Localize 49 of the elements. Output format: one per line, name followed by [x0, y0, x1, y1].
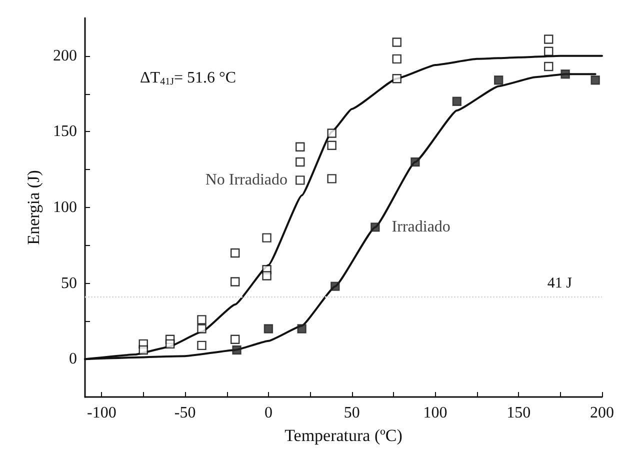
point [264, 324, 274, 334]
point [296, 157, 305, 167]
point [297, 324, 306, 334]
point [197, 315, 206, 324]
point [230, 248, 240, 258]
point [296, 142, 305, 152]
point [327, 140, 336, 150]
series-label: Irradiado [392, 218, 450, 236]
point [452, 96, 462, 106]
point [494, 76, 504, 85]
point [197, 324, 206, 334]
point [296, 176, 305, 185]
ref-line-label: 41 J [547, 275, 572, 292]
point [330, 282, 340, 291]
point [544, 34, 554, 44]
point [262, 233, 272, 242]
x-axis-title: Temperatura (ºC) [284, 426, 402, 445]
x-tick-label: 100 [423, 404, 448, 422]
point [262, 271, 272, 280]
point [392, 54, 402, 64]
x-tick-label: -100 [87, 404, 116, 422]
point [410, 157, 420, 167]
x-tick-label: 200 [590, 404, 614, 422]
point [544, 62, 554, 72]
y-tick-label: 200 [53, 47, 77, 64]
point [232, 345, 242, 355]
y-tick-label: 0 [69, 350, 77, 368]
point [230, 277, 240, 286]
point [197, 340, 206, 350]
x-tick-label: -50 [174, 404, 196, 422]
x-tick-label: 50 [344, 404, 360, 422]
point [327, 128, 336, 138]
y-tick-label: 150 [53, 123, 77, 140]
point [590, 76, 600, 85]
x-tick-label: 0 [264, 404, 272, 422]
point [560, 69, 570, 79]
point [392, 74, 402, 84]
point [230, 334, 240, 344]
y-axis-title: Energia (J) [24, 170, 44, 245]
point [327, 174, 336, 184]
point [165, 339, 175, 349]
series-label: No Irradiado [205, 172, 288, 189]
x-tick-label: 150 [506, 404, 531, 422]
y-tick-label: 100 [53, 199, 77, 216]
point [544, 46, 554, 56]
y-tick-label: 50 [61, 274, 77, 292]
point [370, 222, 380, 232]
point [392, 38, 402, 47]
point [138, 345, 148, 355]
